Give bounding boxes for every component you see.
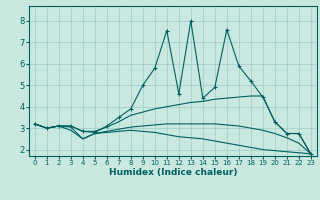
X-axis label: Humidex (Indice chaleur): Humidex (Indice chaleur)	[108, 168, 237, 177]
